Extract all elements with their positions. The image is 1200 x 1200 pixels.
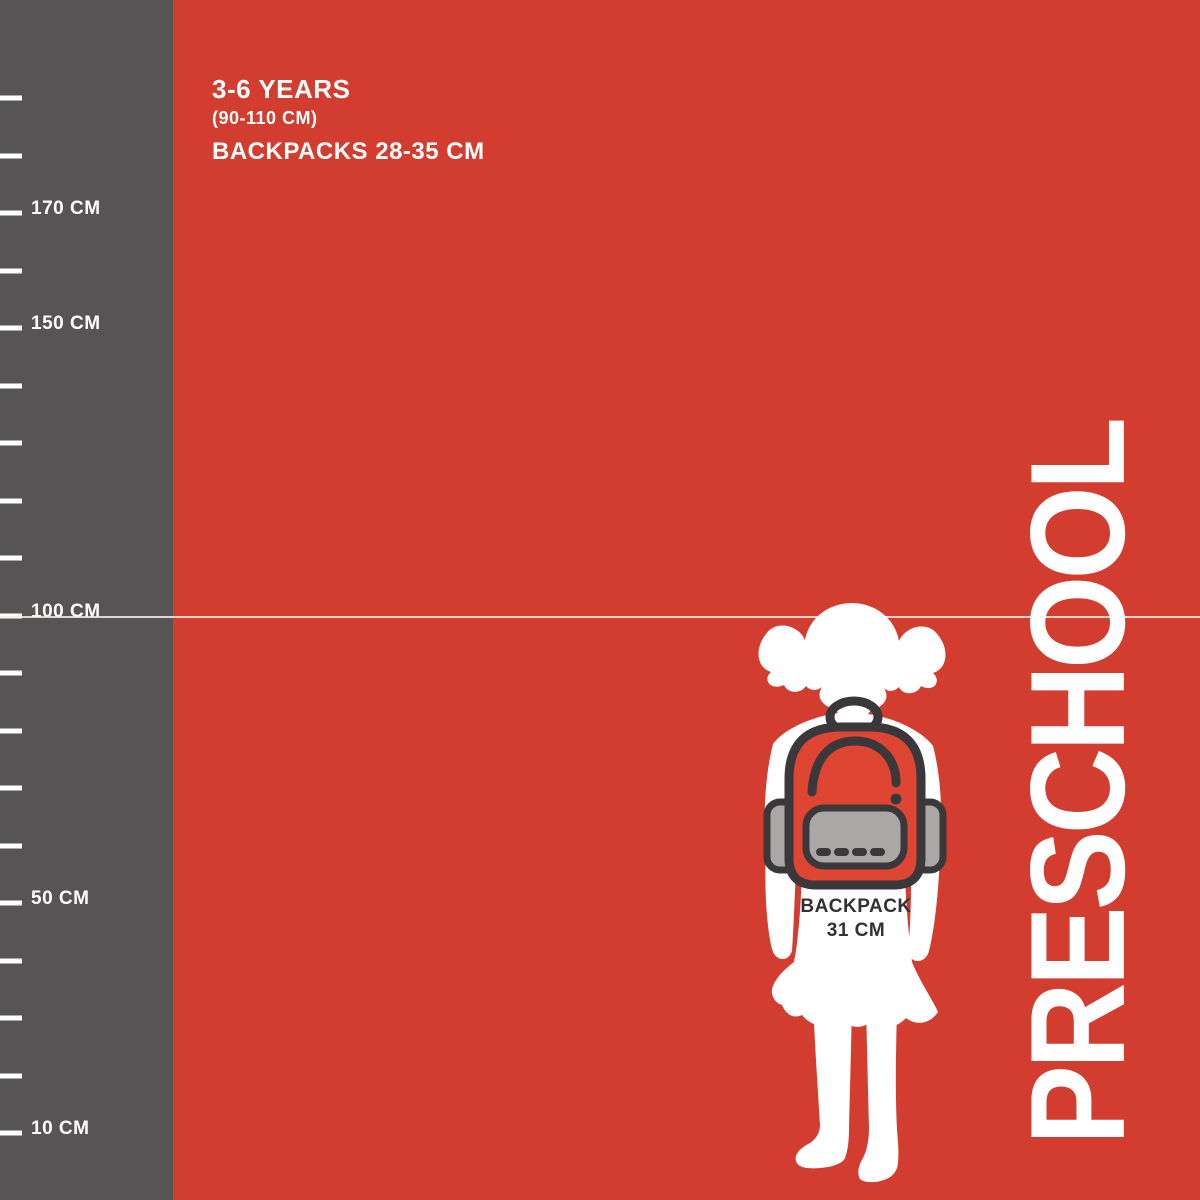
ruler-tick — [0, 440, 22, 446]
ruler-tick — [0, 268, 22, 274]
ruler-tick — [0, 498, 22, 504]
backpack-range-label: BACKPACKS 28-35 CM — [212, 138, 485, 165]
backpack-size-label-line2: 31 CM — [827, 920, 885, 941]
backpack-icon — [763, 696, 947, 890]
ruler-tick-label: 50 CM — [31, 888, 90, 909]
ruler-tick — [0, 843, 22, 849]
ruler-tick — [0, 900, 22, 906]
ruler-tick — [0, 1073, 22, 1079]
age-range-label: 3-6 YEARS — [212, 74, 351, 104]
backpack-seam-dot — [890, 793, 902, 805]
backpack-front-pocket — [802, 804, 908, 870]
header-block: 3-6 YEARS (90-110 CM) BACKPACKS 28-35 CM — [212, 76, 485, 164]
ruler-tick — [0, 1015, 22, 1021]
stage-name-label: PRESCHOOL — [1002, 420, 1154, 1146]
ruler-tick — [0, 555, 22, 561]
ruler-tick — [0, 670, 22, 676]
height-guide-line — [0, 616, 1200, 618]
ruler-tick — [0, 325, 22, 331]
girl-right-leg — [858, 1005, 899, 1183]
ruler-tick-label: 170 CM — [31, 198, 101, 219]
ruler-tick — [0, 1130, 22, 1136]
backpack-size-label: BACKPACK 31 CM — [800, 896, 911, 941]
ruler-tick-label: 150 CM — [31, 313, 101, 334]
girl-left-leg — [795, 1000, 852, 1169]
ruler-tick — [0, 728, 22, 734]
ruler-tick — [0, 95, 22, 101]
height-range-label: (90-110 CM) — [212, 108, 318, 128]
ruler-tick — [0, 958, 22, 964]
ruler-tick — [0, 785, 22, 791]
ruler-tick-label: 10 CM — [31, 1118, 90, 1139]
ruler-tick — [0, 383, 22, 389]
height-ruler-bar — [0, 0, 173, 1200]
ruler-tick — [0, 153, 22, 159]
backpack-size-label-line1: BACKPACK — [800, 896, 911, 917]
girl-silhouette — [758, 603, 946, 1183]
backpack-flap-seam — [807, 736, 901, 797]
ruler-tick — [0, 210, 22, 216]
